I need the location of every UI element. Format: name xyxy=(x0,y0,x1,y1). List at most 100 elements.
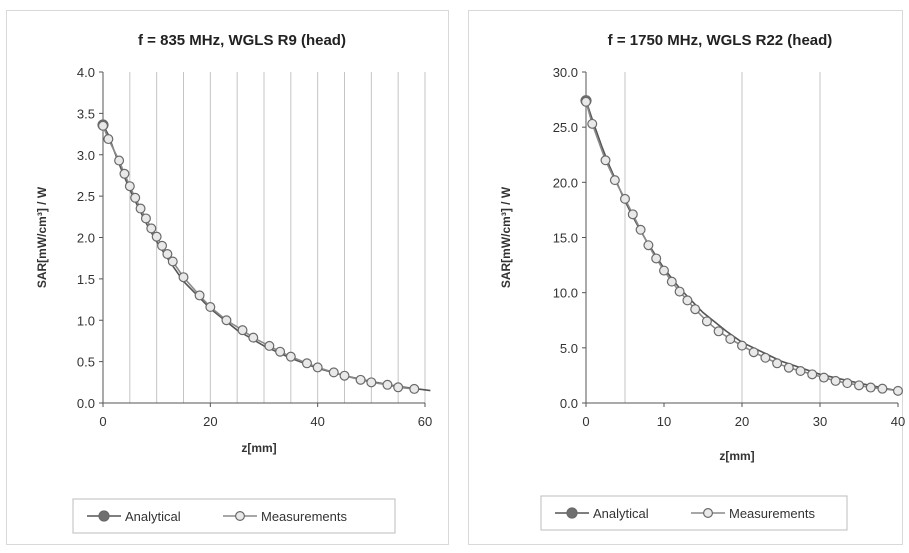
data-point-measurements xyxy=(301,358,312,369)
x-tick-label: 20 xyxy=(735,414,749,429)
chart-panel-1750mhz: f = 1750 MHz, WGLS R22 (head) 0.0 5.0 10.0 1… xyxy=(462,0,909,553)
data-point-measurements xyxy=(312,362,323,373)
data-point-measurements xyxy=(865,382,876,393)
y-tick-label: 0.0 xyxy=(560,396,578,411)
data-point-measurements xyxy=(237,325,248,336)
x-axis-title: z[mm] xyxy=(241,441,276,455)
data-point-measurements xyxy=(795,366,806,377)
chart-panel-835mhz: f = 835 MHz, WGLS R9 (head) 0.0 0.5 1.0 1.5 2… xyxy=(6,10,449,545)
data-point-measurements xyxy=(355,374,366,385)
data-point-measurements xyxy=(701,316,712,327)
data-point-measurements xyxy=(275,346,286,357)
data-point-measurements xyxy=(119,168,130,179)
data-point-measurements xyxy=(783,362,794,373)
data-point-measurements xyxy=(725,334,736,345)
series-line-measurements xyxy=(102,125,415,390)
data-point-measurements xyxy=(587,118,598,129)
legend-marker xyxy=(235,511,246,522)
legend-marker xyxy=(566,507,578,519)
legend-marker xyxy=(703,508,714,519)
x-tick-label: 30 xyxy=(813,414,827,429)
data-point-measurements xyxy=(643,240,654,251)
data-point-measurements xyxy=(167,256,178,267)
data-point-measurements xyxy=(97,120,108,131)
chart-835mhz: f = 835 MHz, WGLS R9 (head) 0.0 0.5 1.0 1.5 2… xyxy=(35,32,432,534)
chart-title: f = 835 MHz, WGLS R9 (head) xyxy=(138,32,346,49)
data-point-measurements xyxy=(807,369,818,380)
data-point-measurements xyxy=(674,286,685,297)
x-tick-label: 40 xyxy=(310,414,324,429)
data-point-measurements xyxy=(157,240,168,251)
legend-label: Measurements xyxy=(261,509,347,524)
data-point-measurements xyxy=(339,370,350,381)
x-tick-label: 10 xyxy=(657,414,671,429)
legend-label: Analytical xyxy=(125,509,181,524)
y-tick-label: 1.5 xyxy=(77,272,95,287)
data-point-measurements xyxy=(600,155,611,166)
data-point-measurements xyxy=(151,231,162,242)
y-tick-label: 2.5 xyxy=(77,189,95,204)
data-point-measurements xyxy=(877,383,888,394)
data-point-measurements xyxy=(382,379,393,390)
legend-label: Measurements xyxy=(729,506,815,521)
data-point-measurements xyxy=(620,193,631,204)
data-point-measurements xyxy=(366,377,377,388)
data-point-measurements xyxy=(194,290,205,301)
data-point-measurements xyxy=(737,340,748,351)
data-point-measurements xyxy=(130,192,141,203)
series-line-analytical xyxy=(102,124,431,392)
y-tick-label: 15.0 xyxy=(553,231,578,246)
data-point-measurements xyxy=(221,315,232,326)
data-point-measurements xyxy=(760,352,771,363)
x-tick-label: 0 xyxy=(582,414,589,429)
data-point-measurements xyxy=(830,375,841,386)
data-point-measurements xyxy=(328,367,339,378)
data-point-measurements xyxy=(248,332,259,343)
data-point-measurements xyxy=(651,253,662,264)
x-tick-label: 20 xyxy=(203,414,217,429)
y-tick-label: 0.0 xyxy=(77,396,95,411)
data-point-measurements xyxy=(842,378,853,389)
data-point-measurements xyxy=(818,372,829,383)
y-tick-label: 25.0 xyxy=(553,120,578,135)
y-tick-label: 0.5 xyxy=(77,355,95,370)
data-point-measurements xyxy=(713,326,724,337)
data-point-measurements xyxy=(772,358,783,369)
x-tick-label: 0 xyxy=(99,414,106,429)
data-point-measurements xyxy=(146,223,157,234)
y-tick-label: 2.0 xyxy=(77,231,95,246)
data-point-measurements xyxy=(854,380,865,391)
data-point-measurements xyxy=(893,385,904,396)
y-tick-label: 4.0 xyxy=(77,65,95,80)
data-point-measurements xyxy=(635,224,646,235)
data-point-measurements xyxy=(682,295,693,306)
data-point-measurements xyxy=(205,302,216,313)
chart-title: f = 1750 MHz, WGLS R22 (head) xyxy=(608,32,833,49)
chart-frame xyxy=(468,10,903,545)
data-point-measurements xyxy=(627,209,638,220)
data-point-measurements xyxy=(659,265,670,276)
chart-frame xyxy=(6,10,449,545)
data-point-measurements xyxy=(690,304,701,315)
data-point-measurements xyxy=(135,203,146,214)
data-point-measurements xyxy=(580,96,591,107)
data-point-measurements xyxy=(103,134,114,145)
chart-1750mhz: f = 1750 MHz, WGLS R22 (head) 0.0 5.0 10.0 1… xyxy=(499,32,905,531)
x-tick-label: 60 xyxy=(418,414,432,429)
y-tick-label: 3.0 xyxy=(77,148,95,163)
data-point-measurements xyxy=(140,213,151,224)
data-point-measurements xyxy=(409,383,420,394)
y-tick-label: 20.0 xyxy=(553,175,578,190)
x-axis-title: z[mm] xyxy=(719,449,754,463)
data-point-measurements xyxy=(162,249,173,260)
data-point-measurements xyxy=(264,340,275,351)
y-axis-title: SAR[mW/cm³] / W xyxy=(499,186,513,288)
data-point-measurements xyxy=(609,175,620,186)
data-point-measurements xyxy=(114,155,125,166)
y-axis-title: SAR[mW/cm³] / W xyxy=(35,186,49,288)
data-point-measurements xyxy=(393,382,404,393)
legend-marker xyxy=(98,510,110,522)
data-point-measurements xyxy=(178,272,189,283)
x-tick-label: 40 xyxy=(891,414,905,429)
y-tick-label: 1.0 xyxy=(77,313,95,328)
